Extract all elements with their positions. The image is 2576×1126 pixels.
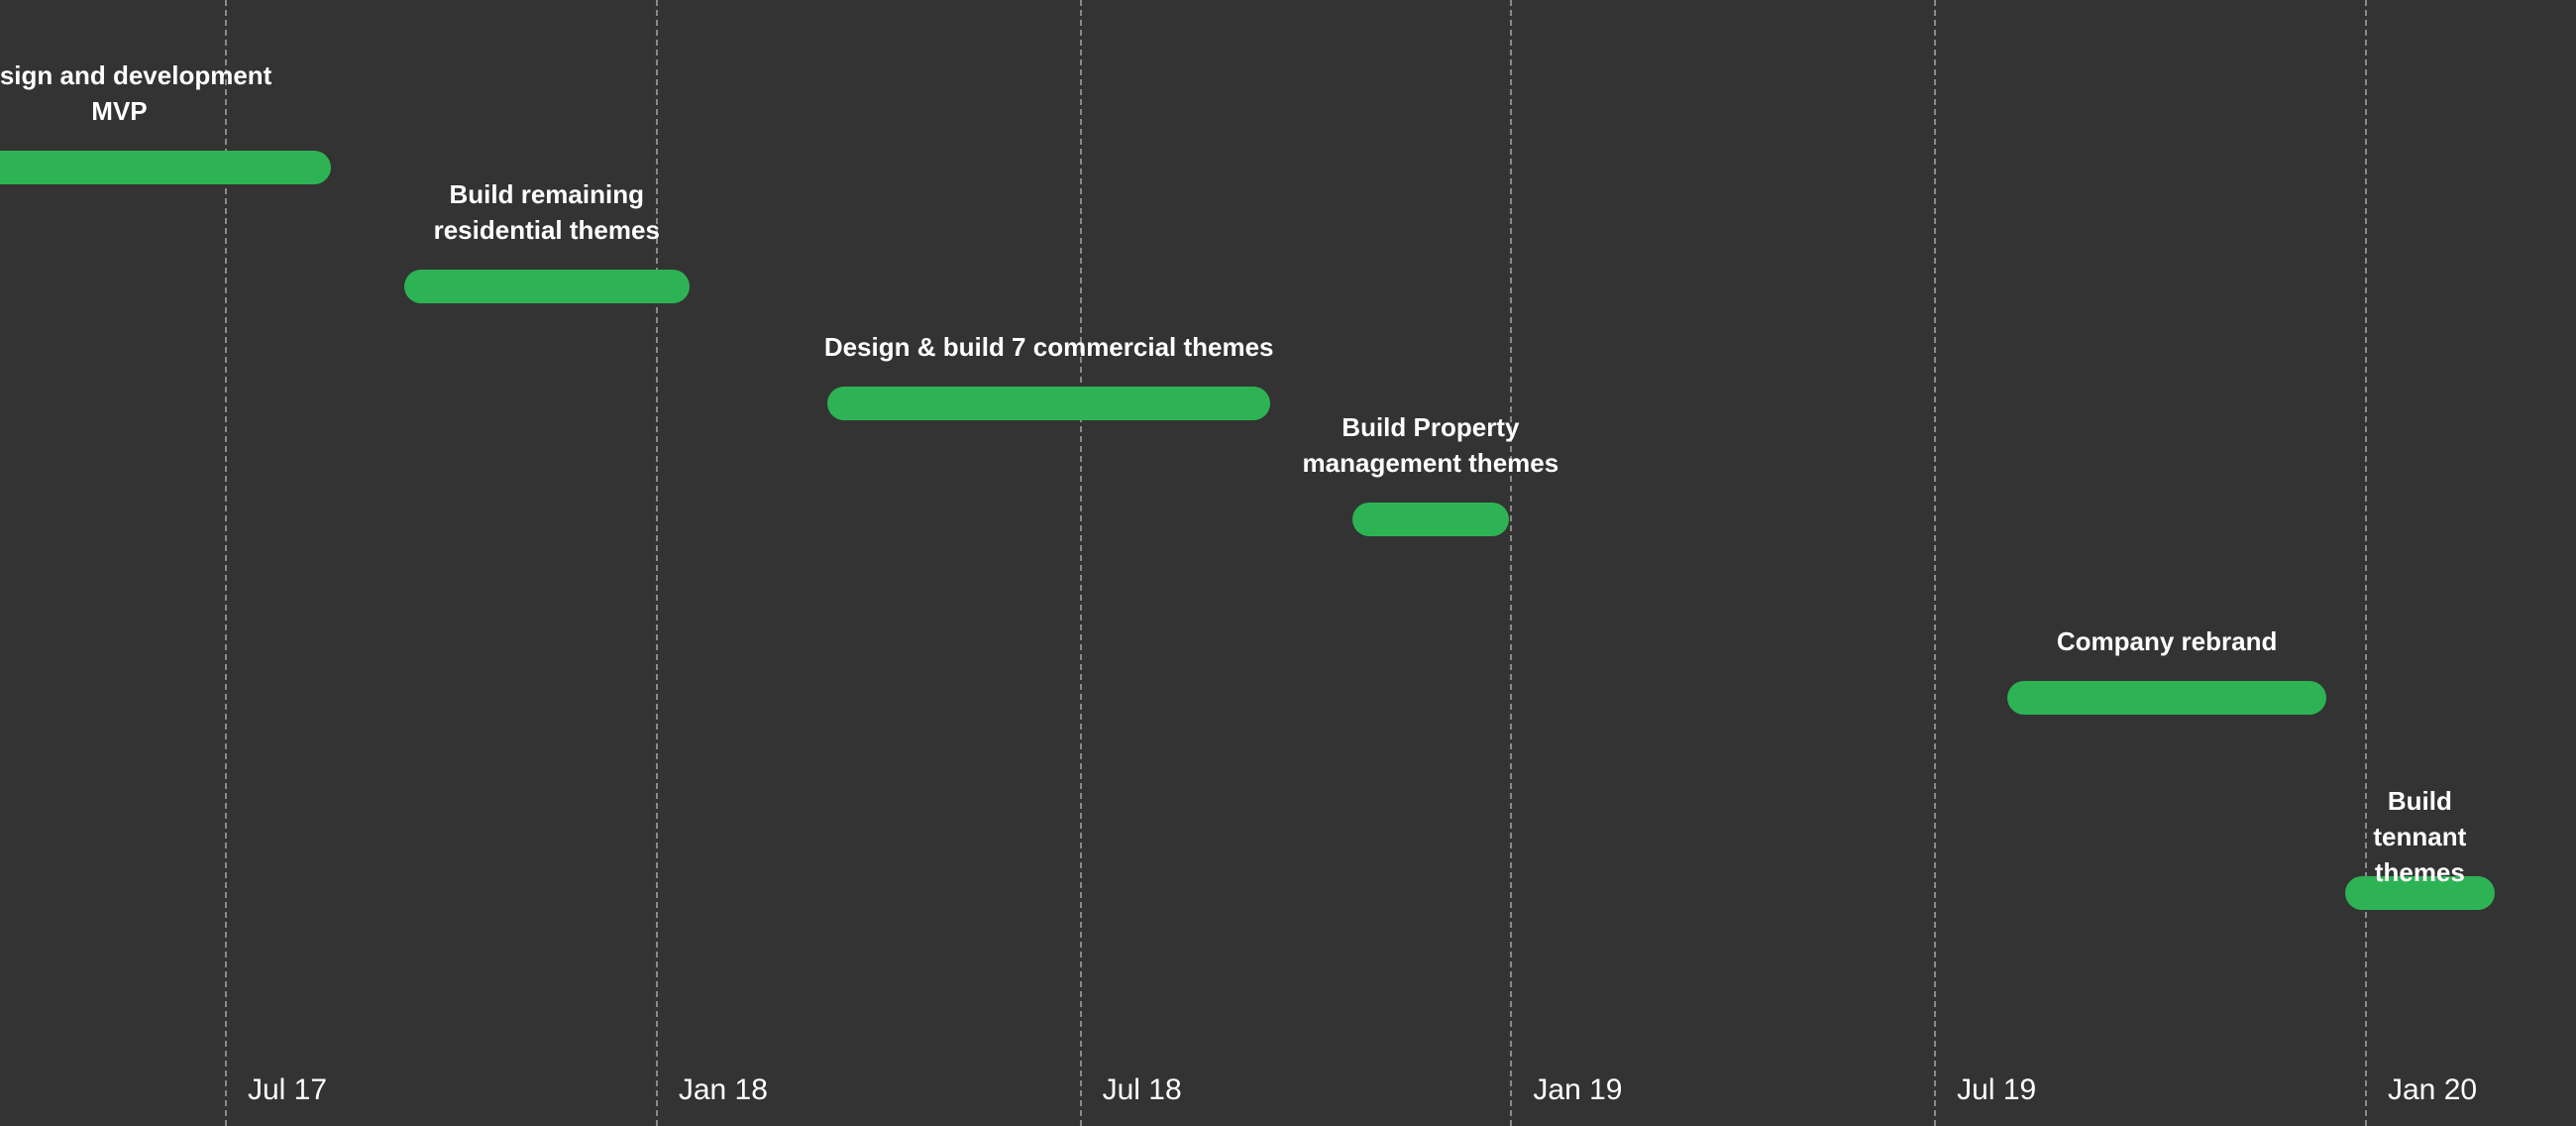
task-label: Design & build 7 commercial themes: [823, 332, 1274, 362]
x-tick-label: Jan 18: [678, 1073, 768, 1106]
task-bar: [2007, 681, 2326, 715]
task-bar: [827, 387, 1270, 420]
grid-line: [1079, 0, 1082, 1126]
task-bar: [2344, 876, 2495, 910]
task-bar: [0, 151, 332, 184]
grid-line: [1934, 0, 1937, 1126]
task-label: Design and development MVP: [0, 60, 272, 126]
task-label: Build Property management themes: [1302, 412, 1559, 478]
task-label: Build tennant themes: [2373, 786, 2467, 887]
task-label: Company rebrand: [2056, 626, 2278, 656]
grid-line: [1510, 0, 1513, 1126]
x-tick-label: Jul 17: [248, 1073, 328, 1106]
x-tick-label: Jan 20: [2388, 1073, 2478, 1106]
x-tick-label: Jan 19: [1533, 1073, 1623, 1106]
x-tick-label: Jul 19: [1957, 1073, 2037, 1106]
task-bar: [403, 270, 690, 303]
grid-line: [655, 0, 658, 1126]
grid-line: [2365, 0, 2367, 1126]
x-tick-label: Jul 18: [1102, 1073, 1182, 1106]
grid-line: [225, 0, 227, 1126]
task-label: Build remaining residential themes: [433, 179, 660, 245]
task-bar: [1351, 503, 1510, 536]
